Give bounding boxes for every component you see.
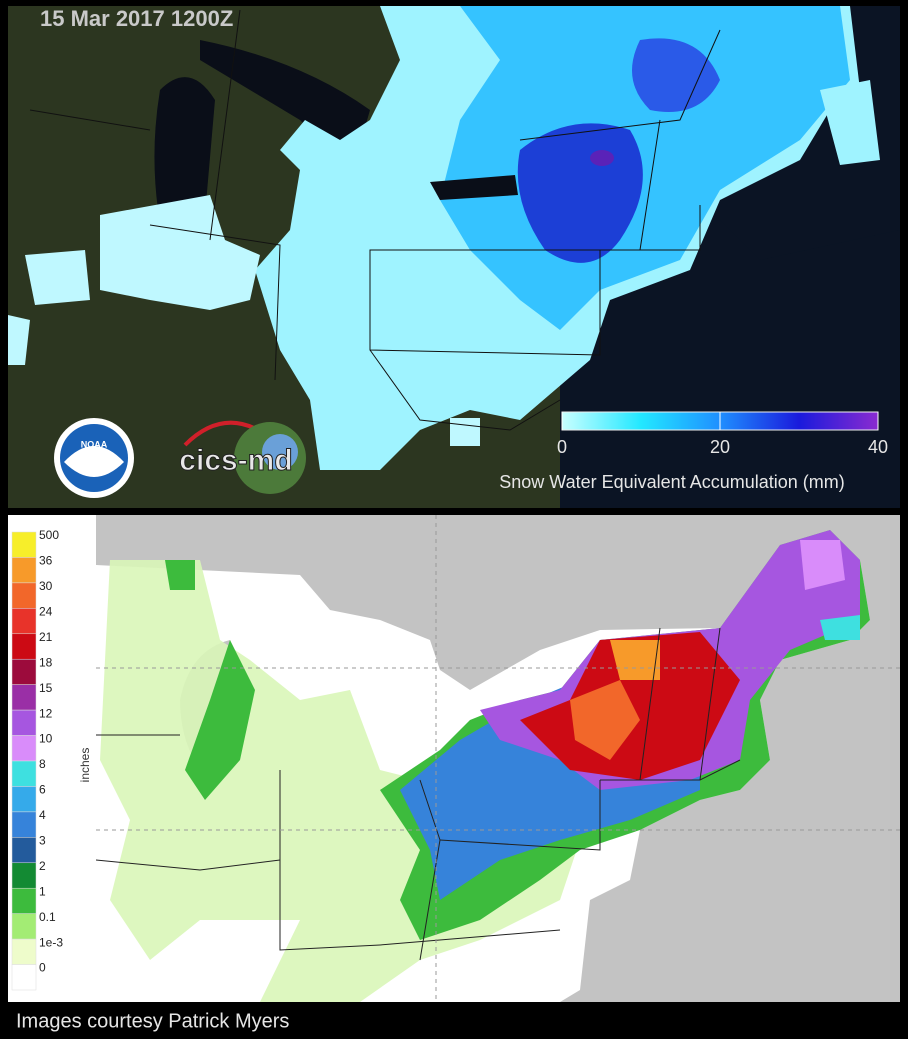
logo-text: NOAA — [81, 439, 108, 449]
legend-swatch — [11, 582, 37, 609]
logo-text: cics-md — [179, 444, 292, 477]
bottom-map — [95, 515, 900, 1002]
legend-label: 6 — [39, 783, 46, 797]
legend-swatch — [11, 862, 37, 889]
legend-label: 15 — [39, 681, 53, 695]
legend-swatch — [11, 633, 37, 660]
legend-swatch — [11, 964, 37, 991]
legend-label: 500 — [39, 528, 59, 542]
legend-swatch — [11, 837, 37, 864]
legend-label: 24 — [39, 605, 53, 619]
legend-label: 8 — [39, 757, 46, 771]
colorbar-label: Snow Water Equivalent Accumulation (mm) — [499, 472, 844, 492]
legend-label: 30 — [39, 579, 53, 593]
colorbar-tick-label: 0 — [557, 437, 567, 457]
legend-swatch — [11, 557, 37, 584]
legend-label: 0 — [39, 961, 46, 975]
legend-swatch — [11, 531, 37, 558]
legend-swatch — [11, 735, 37, 762]
noaa-logo: NOAA — [54, 418, 134, 498]
top-map — [8, 6, 900, 508]
legend-label: 1 — [39, 884, 46, 898]
legend-swatch — [11, 709, 37, 736]
colorbar-tick-label: 20 — [710, 437, 730, 457]
timestamp: 15 Mar 2017 1200Z — [40, 6, 233, 31]
graticule — [96, 515, 900, 1002]
legend-label: 36 — [39, 554, 53, 568]
legend-swatch — [11, 684, 37, 711]
legend-swatch — [11, 760, 37, 787]
caption: Images courtesy Patrick Myers — [16, 1010, 289, 1032]
legend-swatch — [11, 658, 37, 685]
legend-label: 21 — [39, 630, 53, 644]
legend-swatch — [11, 938, 37, 965]
legend-swatch — [11, 786, 37, 813]
legend-swatch — [11, 811, 37, 838]
legend-label: 3 — [39, 834, 46, 848]
unit-label: inches — [78, 748, 92, 783]
legend-swatch — [11, 887, 37, 914]
legend-label: 1e-3 — [39, 935, 63, 949]
borders — [29, 9, 721, 431]
legend-label: 0.1 — [39, 910, 56, 924]
legend-label: 18 — [39, 655, 53, 669]
legend-label: 4 — [39, 808, 46, 822]
legend-label: 2 — [39, 859, 46, 873]
legend-label: 12 — [39, 706, 53, 720]
legend-swatch — [11, 608, 37, 635]
cics-logo: cics-md — [179, 420, 306, 494]
colorbar-ticks: 0 20 40 — [557, 412, 888, 457]
legend-swatch — [11, 913, 37, 940]
legend-label: 10 — [39, 732, 53, 746]
colorbar-tick-label: 40 — [868, 437, 888, 457]
